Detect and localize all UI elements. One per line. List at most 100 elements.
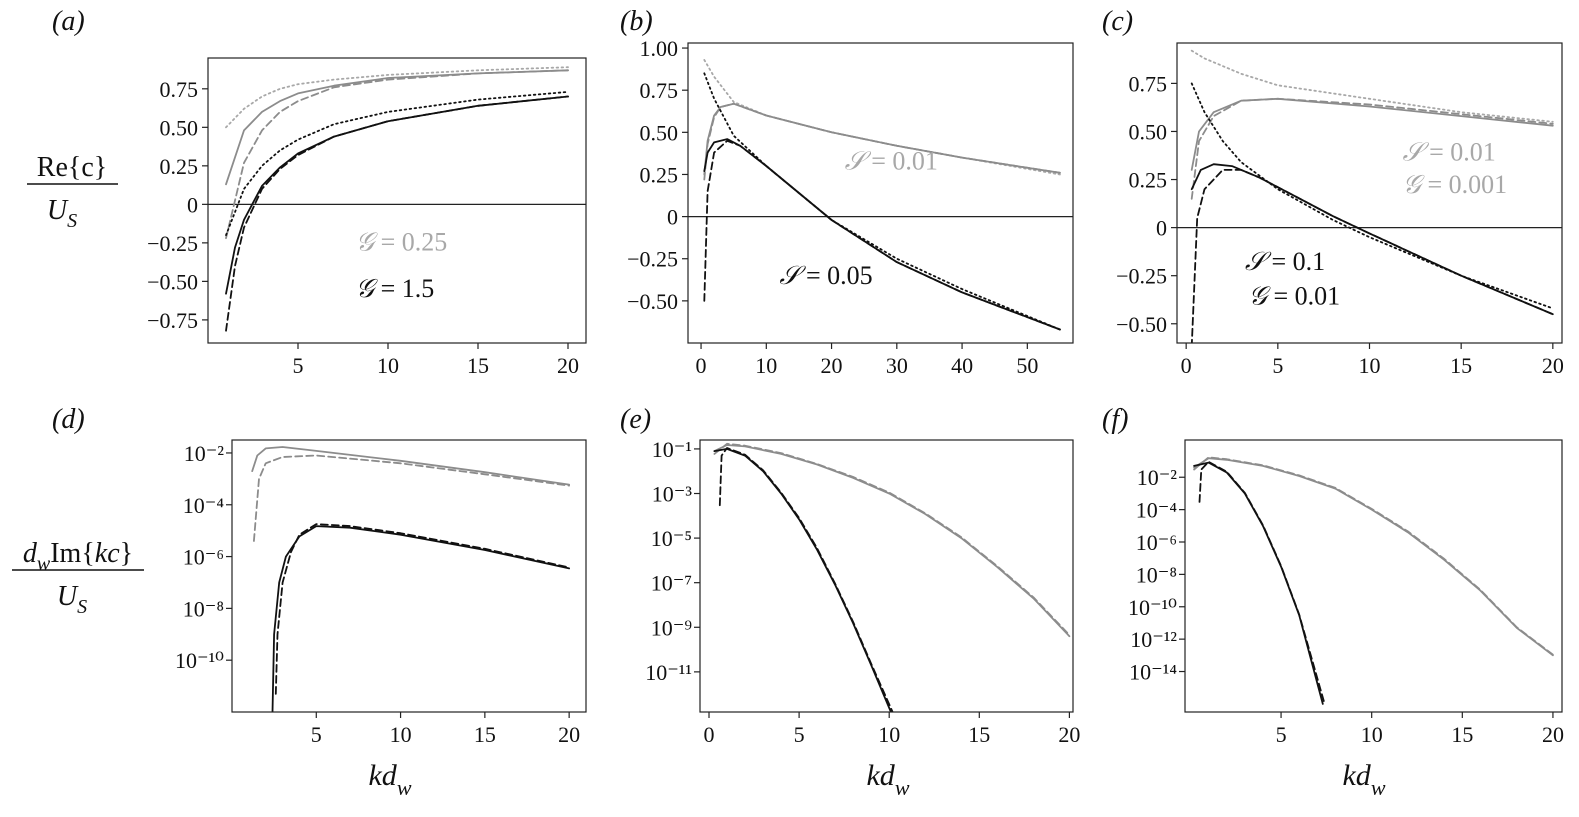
y-tick-label: 10⁻⁸ — [1136, 562, 1177, 587]
x-tick-label: 15 — [474, 722, 496, 747]
annotation-value: = 0.1 — [1271, 247, 1325, 276]
panel-f: 5 10 15 20 10⁻² 10⁻⁴ 10⁻⁶ 10⁻⁸ 10⁻¹⁰ 10⁻¹² 10⁻¹⁴ — [1128, 439, 1564, 747]
row1-ylabel-den-sub: S — [67, 210, 77, 232]
annotation-value: = 0.001 — [1428, 170, 1508, 199]
series-line-gray-solid — [1190, 97, 1554, 171]
panel-a: 5 10 15 20 0.75 0.50 0.25 0 −0.25 −0.50 −0.75 𝒢 = 0… — [147, 57, 587, 378]
annotation-value: = 1.5 — [381, 274, 435, 303]
annotation-symbol: 𝒮 — [845, 146, 872, 175]
x-tick-label: 10 — [1361, 722, 1383, 747]
series-group — [225, 66, 569, 332]
x-tick-label: 5 — [1272, 353, 1283, 378]
row2-ylabel: dwIm{kc} US — [12, 538, 144, 618]
y-tick-label: 0.50 — [1129, 119, 1168, 144]
annotation: 𝒮 = 0.1 — [1245, 247, 1325, 276]
series-line-gray-dashed — [225, 69, 569, 240]
y-tick-label: 0.25 — [640, 162, 679, 187]
series-line-black-dashed — [1190, 169, 1554, 343]
series-group — [1193, 456, 1554, 705]
annotation-symbol: 𝒮 — [1245, 247, 1272, 276]
axes-frame — [687, 42, 1074, 344]
y-tick-label: 0.75 — [1129, 71, 1168, 96]
x-tick-label: 15 — [968, 722, 990, 747]
xlabel-f-main: kd — [1342, 759, 1371, 792]
x-tick-label: 40 — [951, 353, 973, 378]
row2-ylabel-num-close: } — [120, 538, 133, 569]
annotation: 𝒢 = 1.5 — [356, 274, 435, 303]
annotation: 𝒢 = 0.25 — [356, 228, 448, 257]
y-tick-label: −0.50 — [147, 269, 198, 294]
panel-e: 0 5 10 15 20 10⁻¹ 10⁻³ 10⁻⁵ 10⁻⁷ 10⁻⁹ 10⁻¹¹ — [645, 437, 1080, 747]
y-tick-label: 0.25 — [1129, 168, 1168, 193]
y-tick-label: −0.25 — [147, 231, 198, 256]
series-group — [703, 59, 1061, 331]
y-tick-label: 10⁻⁴ — [1136, 498, 1178, 523]
panel-d: 5 10 15 20 10⁻² 10⁻⁴ 10⁻⁶ 10⁻⁸ 10⁻¹⁰ — [175, 439, 587, 747]
annotation-symbol: 𝒢 — [1249, 282, 1274, 311]
y-tick-label: 10⁻⁵ — [651, 526, 692, 551]
series-line-black-dashed — [703, 139, 1061, 331]
panel-b: 0 10 20 30 40 50 1.00 0.75 0.50 0.25 0 −0.25 −0.50 𝒮 … — [627, 36, 1074, 378]
y-tick-label: 0.50 — [640, 120, 679, 145]
x-tick-label: 20 — [1058, 722, 1080, 747]
y-tick-label: 10⁻¹ — [652, 437, 692, 462]
series-line-black-dotted — [225, 91, 569, 237]
y-tick-label: 0.75 — [640, 78, 679, 103]
axes-frame — [207, 57, 587, 344]
x-tick-label: 20 — [1542, 353, 1564, 378]
annotation: 𝒮 = 0.01 — [1403, 137, 1496, 166]
x-tick-label: 15 — [1450, 353, 1472, 378]
x-tick-label: 30 — [886, 353, 908, 378]
xlabel-e: kdw — [866, 759, 909, 800]
x-tick-label: 20 — [557, 353, 579, 378]
series-line-lightgray-dotted — [225, 66, 569, 129]
y-tick-label: 10⁻⁶ — [183, 545, 224, 570]
y-tick-label: −0.25 — [1116, 264, 1167, 289]
y-tick-label: 10⁻⁷ — [651, 571, 692, 596]
panel-label-d: (d) — [52, 404, 85, 435]
x-tick-label: 5 — [1276, 722, 1287, 747]
y-tick-label: −0.50 — [1116, 312, 1167, 337]
series-line-black-solid — [713, 448, 892, 712]
series-line-lightgray-dotted — [1190, 49, 1554, 123]
xlabel-f: kdw — [1342, 759, 1385, 800]
panel-label-b: (b) — [620, 6, 653, 37]
annotation-value: = 0.01 — [871, 146, 938, 175]
annotation-symbol: 𝒮 — [779, 261, 806, 290]
y-tick-label: 10⁻³ — [652, 482, 693, 507]
series-line-black-solid — [271, 525, 570, 712]
row2-ylabel-num-pre: d — [23, 538, 38, 569]
xlabel-d-main: kd — [368, 759, 397, 792]
y-tick-label: 10⁻¹⁴ — [1129, 660, 1177, 685]
series-line-gray-dashed — [1190, 97, 1554, 200]
annotation-value: = 0.25 — [381, 228, 448, 257]
annotation: 𝒢 = 0.001 — [1403, 170, 1508, 199]
y-tick-label: 10⁻⁹ — [651, 615, 693, 640]
panel-label-f: (f) — [1102, 404, 1128, 435]
xlabel-e-main: kd — [866, 759, 895, 792]
y-tick-label: 10⁻⁴ — [183, 493, 225, 518]
x-tick-label: 10 — [878, 722, 900, 747]
series-line-black-dashed — [1198, 460, 1326, 705]
panel-label-a: (a) — [52, 6, 85, 37]
y-tick-label: −0.50 — [627, 289, 678, 314]
x-tick-label: 10 — [390, 722, 412, 747]
axes-frame — [231, 439, 587, 713]
row2-ylabel-denominator: US — [57, 581, 87, 618]
annotation-symbol: 𝒢 — [356, 274, 381, 303]
row1-ylabel-den-main: U — [47, 195, 69, 226]
y-tick-label: 10⁻¹⁰ — [175, 648, 224, 673]
y-tick-label: 1.00 — [640, 36, 679, 61]
row2-ylabel-num-main: Im{ — [50, 538, 95, 569]
series-line-gray-dashed — [1193, 456, 1554, 656]
xlabel-d-sub: w — [397, 775, 412, 800]
x-tick-label: 0 — [696, 353, 707, 378]
x-tick-label: 20 — [558, 722, 580, 747]
y-tick-label: 0.75 — [160, 77, 199, 102]
y-tick-label: 0.25 — [160, 154, 199, 179]
annotation-value: = 0.01 — [1274, 282, 1341, 311]
series-line-gray-solid — [1193, 457, 1554, 657]
annotation-symbol: 𝒢 — [356, 228, 381, 257]
axes-frame — [699, 439, 1074, 713]
